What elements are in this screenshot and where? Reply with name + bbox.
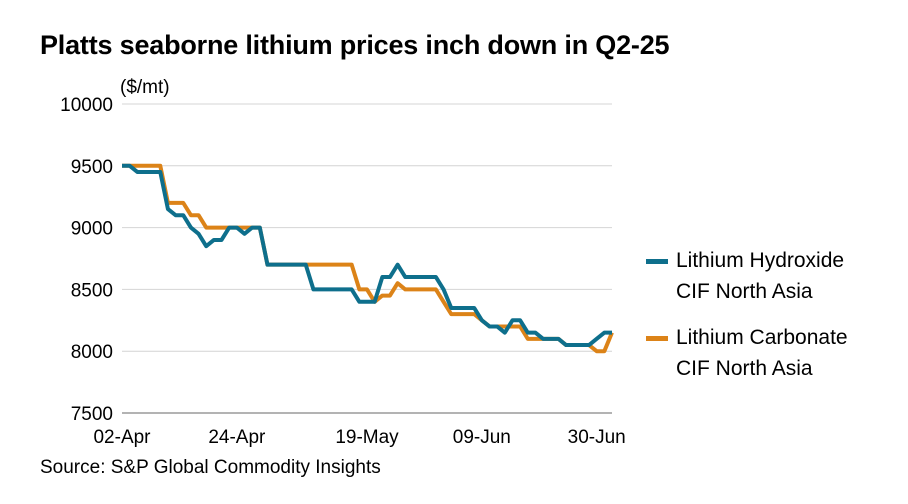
source-note: Source: S&P Global Commodity Insights (40, 457, 381, 478)
series-lines (122, 163, 614, 354)
y-tick-label: 8500 (71, 280, 113, 301)
x-tick-labels: 02-Apr 24-Apr 19-May 09-Jun 30-Jun (93, 427, 625, 448)
y-axis-label: ($/mt) (120, 77, 170, 98)
x-tick-label: 09-Jun (453, 427, 511, 448)
gridlines (122, 103, 612, 414)
x-tick-label: 02-Apr (93, 427, 151, 448)
legend-label-carbonate-line1: Lithium Carbonate (676, 326, 848, 349)
legend-label-hydroxide-line1: Lithium Hydroxide (676, 249, 845, 272)
x-tick-label: 24-Apr (208, 427, 266, 448)
y-tick-label: 8000 (71, 342, 113, 363)
y-tick-labels: 10000 9500 9000 8500 8000 7500 (60, 95, 113, 425)
y-tick-label: 7500 (71, 404, 113, 425)
series-line-carbonate (122, 163, 614, 354)
legend-swatch-carbonate (646, 336, 668, 341)
y-tick-label: 9000 (71, 219, 113, 240)
legend-swatch-hydroxide (646, 259, 668, 264)
series-line-hydroxide (122, 163, 612, 348)
chart-title: Platts seaborne lithium prices inch down… (40, 30, 670, 60)
legend-label-hydroxide-line2: CIF North Asia (676, 280, 813, 303)
legend-label-carbonate-line2: CIF North Asia (676, 357, 813, 380)
y-tick-label: 10000 (60, 95, 113, 116)
x-tick-label: 30-Jun (568, 427, 626, 448)
x-tick-label: 19-May (335, 427, 399, 448)
y-tick-label: 9500 (71, 157, 113, 178)
